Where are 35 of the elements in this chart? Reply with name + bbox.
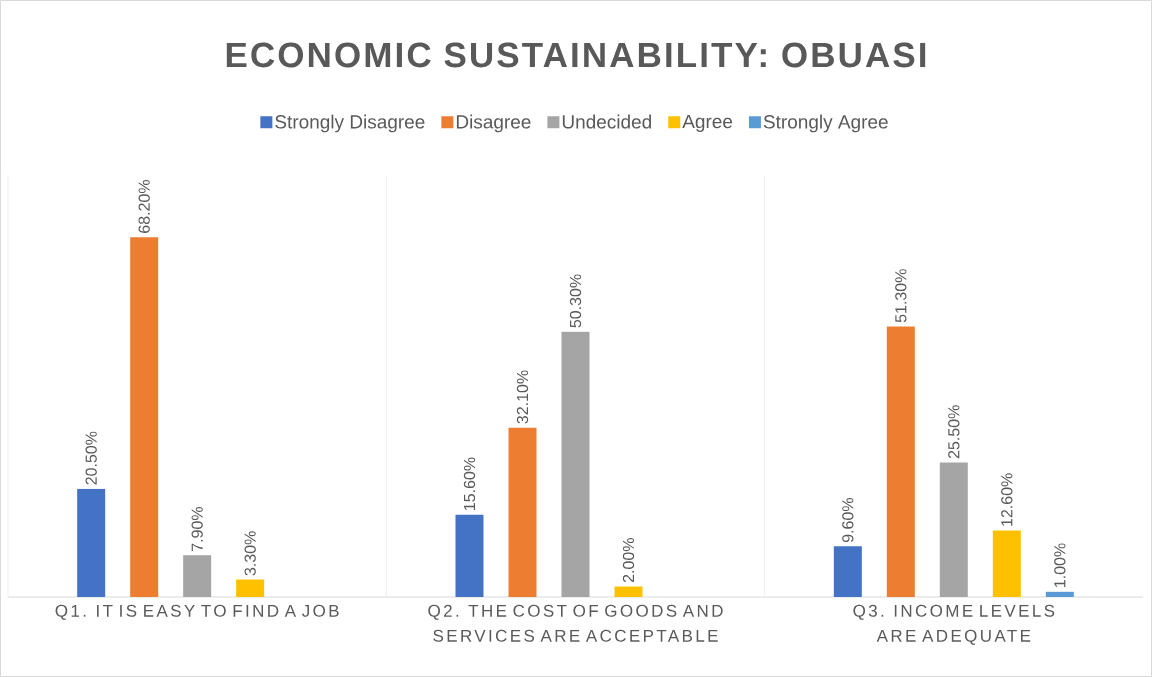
data-label: 3.30% — [244, 531, 256, 576]
data-label: 51.30% — [895, 269, 907, 323]
bar — [614, 586, 643, 597]
bar — [77, 488, 106, 597]
bar — [992, 530, 1021, 597]
bar — [455, 514, 484, 597]
bar — [886, 326, 915, 597]
data-label: 68.20% — [138, 180, 150, 233]
data-label: 1.00% — [1054, 543, 1066, 587]
data-label: 32.10% — [516, 370, 529, 424]
data-label: 20.50% — [85, 431, 97, 485]
x-tick-label: Q3. INCOME LEVELS ARE ADEQUATE — [853, 604, 1055, 645]
data-label: 9.60% — [842, 498, 854, 543]
legend-label: Strongly Agree — [763, 114, 888, 133]
legend-label: Agree — [682, 114, 733, 132]
bar — [833, 546, 862, 597]
bar — [130, 237, 159, 597]
data-label: 25.50% — [948, 405, 960, 459]
legend-label: Undecided — [562, 114, 651, 129]
bar — [561, 331, 590, 597]
data-label: 50.30% — [569, 274, 582, 328]
legend-label: Disagree — [456, 114, 531, 133]
chart-title: ECONOMIC SUSTAINABILITY: OBUASI — [226, 42, 926, 68]
x-tick-label: Q1. IT IS EASY TO FIND A JOB — [55, 604, 339, 620]
legend-label: Strongly Disagree — [275, 114, 425, 133]
data-label: 12.60% — [1001, 473, 1013, 526]
x-tick-label: Q2. THE COST OF GOODS AND SERVICES ARE ACCEPTABLE — [428, 604, 723, 642]
bar — [236, 579, 265, 597]
data-label: 2.00% — [622, 538, 635, 583]
bar — [508, 427, 537, 597]
bar — [183, 555, 212, 597]
bar — [1045, 591, 1074, 597]
data-label: 15.60% — [463, 457, 476, 510]
bar — [939, 462, 968, 597]
data-label: 7.90% — [191, 506, 203, 551]
